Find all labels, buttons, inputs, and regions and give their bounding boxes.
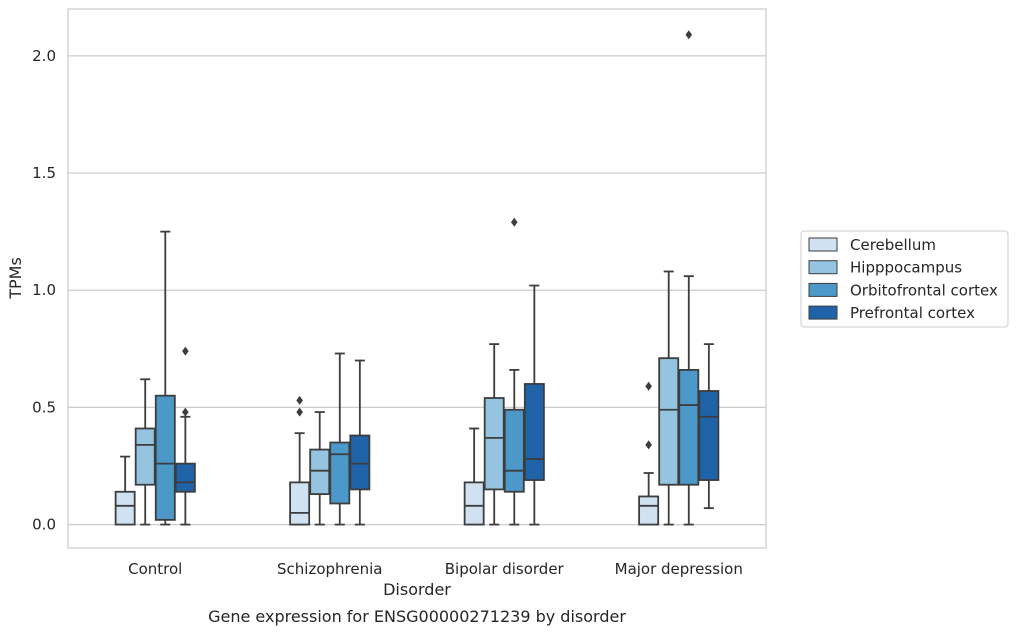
box-iqr	[503, 408, 525, 493]
box-orbitofrontal-cortex	[503, 217, 525, 526]
x-tick-label: Control	[128, 560, 182, 578]
y-tick-label: 1.0	[32, 281, 56, 299]
box-hipppocampus	[483, 343, 505, 526]
outlier-point	[296, 395, 303, 405]
box-cerebellum	[289, 395, 311, 526]
box-iqr	[638, 495, 660, 526]
outlier-point	[296, 407, 303, 417]
x-tick-label: Bipolar disorder	[445, 560, 565, 578]
legend-label: Hipppocampus	[850, 259, 962, 277]
y-tick-label: 1.5	[32, 164, 56, 182]
x-tick-label: Major depression	[615, 560, 743, 578]
legend-swatch	[808, 260, 838, 275]
y-axis-label: TPMs	[6, 257, 25, 300]
legend-swatch	[808, 305, 838, 320]
box-prefrontal-cortex	[174, 346, 196, 526]
box-cerebellum	[463, 427, 485, 526]
outlier-point	[182, 346, 189, 356]
box-iqr	[174, 462, 196, 493]
legend-swatch	[808, 237, 838, 252]
outlier-point	[510, 217, 518, 227]
legend-label: Prefrontal cortex	[850, 304, 975, 322]
box-prefrontal-cortex	[698, 343, 720, 510]
y-tick-label: 0.0	[32, 516, 56, 534]
box-iqr	[463, 481, 485, 526]
outlier-point	[685, 30, 693, 40]
outlier-point	[645, 440, 652, 450]
box-iqr	[309, 448, 331, 496]
box-orbitofrontal-cortex	[154, 230, 176, 526]
outlier-point	[182, 407, 189, 417]
box-iqr	[329, 441, 351, 505]
x-tick-label: Schizophrenia	[277, 560, 382, 578]
box-hipppocampus	[309, 411, 331, 526]
box-iqr	[698, 390, 720, 481]
box-iqr	[154, 394, 176, 521]
box-orbitofrontal-cortex	[329, 352, 351, 526]
y-tick-label: 2.0	[32, 47, 56, 65]
box-prefrontal-cortex	[523, 284, 545, 526]
outlier-point	[645, 381, 652, 391]
x-axis-label: Disorder	[383, 580, 451, 599]
plot-area	[67, 8, 767, 549]
box-iqr	[349, 434, 371, 491]
chart-caption: Gene expression for ENSG00000271239 by d…	[208, 607, 626, 626]
legend: Cerebellum Hipppocampus Orbitofrontal cort…	[800, 230, 1009, 328]
x-axis-ticks: Control Schizophrenia Bipolar disorder Majo…	[128, 560, 743, 578]
legend-frame	[800, 230, 1009, 328]
box-iqr	[658, 357, 680, 486]
box-orbitofrontal-cortex	[678, 30, 700, 526]
box-cerebellum	[114, 455, 136, 526]
box-groups	[114, 30, 720, 526]
box-iqr	[134, 427, 156, 486]
legend-label: Cerebellum	[850, 236, 936, 254]
box-iqr	[678, 368, 700, 486]
box-iqr	[114, 490, 136, 526]
legend-swatch	[808, 282, 838, 297]
box-hipppocampus	[134, 378, 156, 526]
box-hipppocampus	[658, 270, 680, 526]
y-tick-label: 0.5	[32, 398, 56, 416]
box-iqr	[289, 481, 311, 526]
box-prefrontal-cortex	[349, 359, 371, 526]
legend-label: Orbitofrontal cortex	[850, 281, 998, 299]
box-cerebellum	[638, 381, 660, 526]
box-iqr	[523, 383, 545, 481]
y-axis-ticks: 0.0 0.5 1.0 1.5 2.0	[32, 47, 56, 534]
box-iqr	[483, 397, 505, 491]
